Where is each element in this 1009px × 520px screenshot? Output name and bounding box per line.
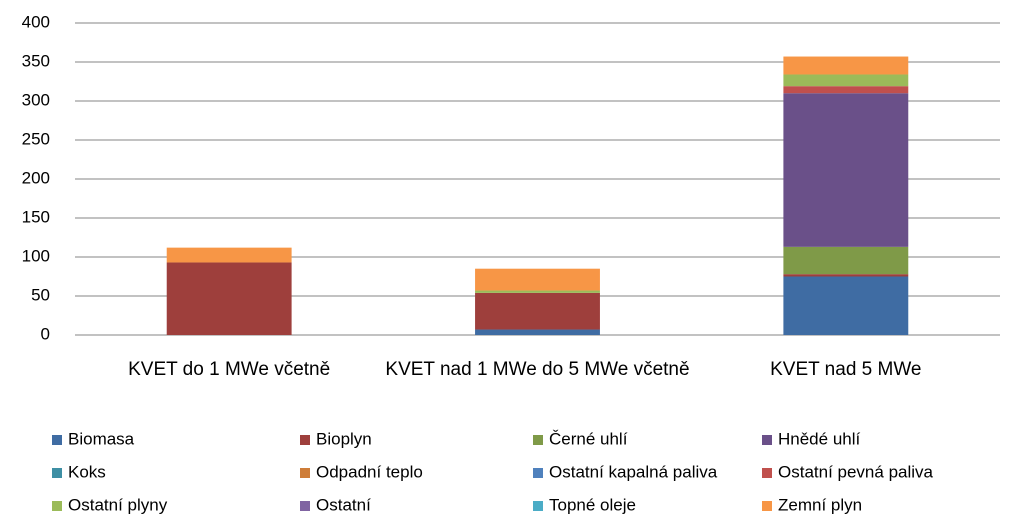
- legend-swatch: [533, 501, 543, 511]
- y-tick-label: 100: [22, 246, 50, 265]
- bar-segment: [475, 292, 600, 330]
- bar-segment: [475, 329, 600, 335]
- legend-label: Ostatní plyny: [68, 495, 168, 514]
- y-tick-label: 0: [41, 324, 50, 343]
- legend-swatch: [300, 435, 310, 445]
- legend-label: Biomasa: [68, 429, 135, 448]
- y-tick-label: 300: [22, 90, 50, 109]
- legend-swatch: [762, 435, 772, 445]
- legend-swatch: [762, 501, 772, 511]
- y-tick-label: 350: [22, 51, 50, 70]
- legend-label: Hnědé uhlí: [778, 429, 861, 448]
- y-tick-label: 250: [22, 129, 50, 148]
- bar-segment: [166, 262, 292, 335]
- bar-segment: [166, 247, 292, 263]
- legend-label: Bioplyn: [316, 429, 372, 448]
- legend-label: Ostatní pevná paliva: [778, 462, 934, 481]
- y-tick-label: 400: [22, 12, 50, 31]
- bar-segment: [475, 290, 600, 293]
- legend-swatch: [300, 468, 310, 478]
- legend-swatch: [52, 501, 62, 511]
- bar-segment: [783, 74, 909, 87]
- legend-swatch: [533, 468, 543, 478]
- legend-swatch: [52, 468, 62, 478]
- legend-swatch: [52, 435, 62, 445]
- legend-label: Černé uhlí: [549, 429, 628, 448]
- bar-segment: [783, 276, 909, 335]
- bar-segment: [783, 56, 909, 75]
- legend-label: Ostatní kapalná paliva: [549, 462, 718, 481]
- y-tick-label: 50: [31, 285, 50, 304]
- legend-swatch: [762, 468, 772, 478]
- legend-swatch: [533, 435, 543, 445]
- bar-segment: [783, 246, 909, 275]
- bar-segment: [783, 93, 909, 247]
- y-tick-label: 200: [22, 168, 50, 187]
- bar-segment: [783, 86, 909, 94]
- legend-label: Zemní plyn: [778, 495, 862, 514]
- y-tick-label: 150: [22, 207, 50, 226]
- x-tick-label: KVET do 1 MWe včetně: [128, 359, 331, 380]
- bar-segment: [475, 268, 600, 291]
- legend-label: Ostatní: [316, 495, 371, 514]
- x-tick-label: KVET nad 5 MWe: [770, 359, 922, 380]
- legend-label: Topné oleje: [549, 495, 636, 514]
- bar-segment: [783, 274, 909, 277]
- legend-label: Odpadní teplo: [316, 462, 423, 481]
- legend-swatch: [300, 501, 310, 511]
- legend-label: Koks: [68, 462, 106, 481]
- x-tick-label: KVET nad 1 MWe do 5 MWe včetně: [385, 359, 690, 380]
